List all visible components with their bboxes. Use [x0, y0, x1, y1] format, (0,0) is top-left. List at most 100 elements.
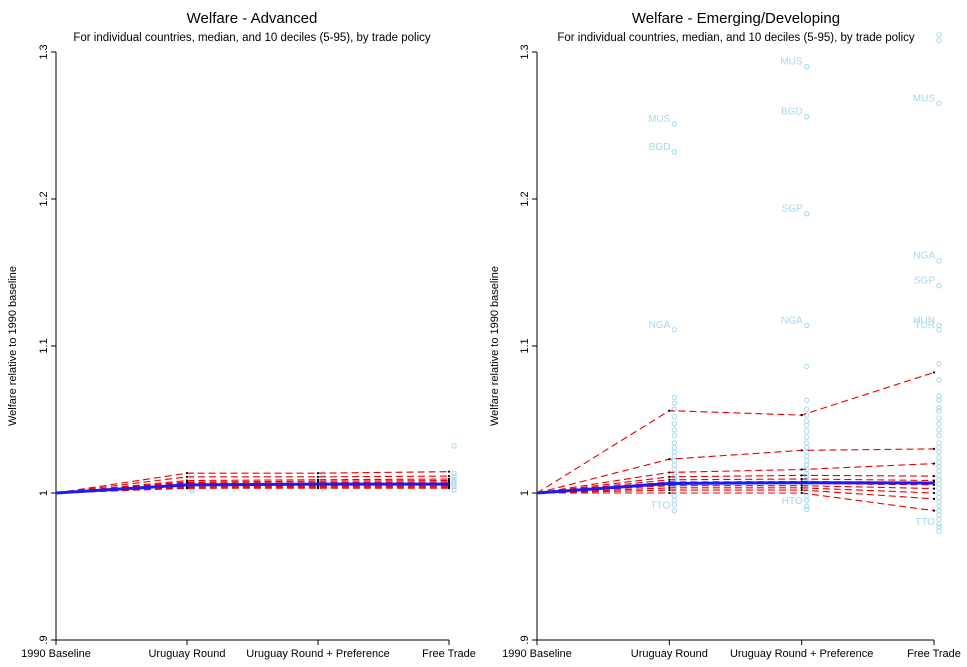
decile-point: [185, 475, 189, 478]
country-point: [936, 485, 942, 492]
decile-point: [800, 474, 803, 477]
country-point: [936, 100, 942, 107]
country-point: [936, 37, 942, 43]
country-point: [936, 516, 942, 523]
decile-point: [800, 449, 803, 452]
decile-point: [800, 413, 803, 417]
chart-title: Welfare - Emerging/Developing: [632, 10, 840, 27]
country-point: [936, 499, 942, 505]
country-point: [936, 407, 942, 414]
country-point: [936, 449, 942, 455]
country-label: HUN: [913, 315, 935, 326]
country-point: [451, 443, 457, 449]
country-point: [671, 327, 678, 333]
x-tick-label: Uruguay Round: [631, 648, 708, 660]
country-point: [936, 397, 942, 404]
country-point: [671, 471, 678, 477]
decile-point: [800, 484, 803, 487]
country-point: [451, 474, 457, 480]
country-point: [671, 453, 678, 459]
country-point: [671, 449, 678, 455]
decile-point: [316, 487, 320, 490]
median-line: [55, 482, 449, 495]
decile-line: [536, 478, 935, 494]
country-point: [936, 421, 942, 427]
country-point: [936, 459, 942, 465]
decile-line: [55, 471, 450, 494]
x-tick-label: Uruguay Round: [148, 648, 225, 660]
country-point: [936, 468, 942, 474]
country-point: [451, 470, 457, 476]
chart-subtitle: For individual countries, median, and 10…: [73, 32, 431, 44]
decile-point: [668, 478, 671, 481]
country-point: [936, 415, 942, 421]
country-label: MUS: [648, 114, 671, 125]
country-point: [671, 432, 678, 439]
decile-point: [668, 475, 671, 478]
country-point: [803, 397, 810, 404]
decile-point: [800, 488, 803, 492]
country-point: [803, 497, 810, 504]
country-point: [936, 377, 942, 383]
country-point: [803, 471, 810, 477]
country-point: [803, 363, 810, 370]
country-point: [803, 434, 810, 440]
country-point: [936, 327, 942, 333]
decile-point: [932, 479, 936, 482]
country-point: [671, 149, 678, 155]
country-point: [803, 64, 810, 70]
country-point: [671, 406, 678, 412]
country-point: [803, 406, 810, 412]
decile-point: [932, 371, 936, 374]
country-point: [936, 360, 942, 367]
country-label: SGP: [782, 204, 803, 215]
country-point: [936, 322, 942, 329]
country-point: [671, 502, 678, 508]
decile-point: [932, 462, 936, 465]
x-tick-label: Free Trade: [907, 648, 961, 660]
country-point: [803, 422, 810, 429]
country-label: TTO: [651, 501, 671, 512]
decile-point: [668, 458, 671, 461]
country-point: [936, 472, 942, 479]
decile-point: [932, 474, 936, 478]
decile-point: [932, 497, 936, 500]
country-point: [936, 477, 942, 483]
y-tick-label: 1.1: [38, 338, 50, 353]
x-tick-label: Uruguay Round + Preference: [246, 648, 389, 660]
country-point: [936, 463, 942, 470]
country-point: [803, 503, 810, 509]
y-tick-label: 1: [38, 490, 50, 496]
country-label: NGA: [649, 320, 671, 331]
country-label: NGA: [781, 315, 803, 326]
country-point: [671, 485, 678, 492]
decile-point: [316, 472, 320, 475]
chart-panel-2: Welfare - Emerging/Developing For individ…: [489, 10, 961, 660]
country-point: [451, 477, 457, 483]
country-label: SGP: [914, 276, 935, 287]
country-label: MUS: [913, 93, 936, 104]
decile-point: [316, 475, 320, 478]
decile-line: [537, 492, 935, 512]
y-axis-label: Welfare relative to 1990 baseline: [489, 266, 501, 426]
country-point: [451, 479, 457, 485]
median-line: [536, 481, 935, 495]
country-point: [451, 487, 457, 493]
country-point: [936, 444, 942, 451]
country-point: [671, 497, 678, 504]
country-point: [936, 521, 942, 527]
decile-point: [447, 487, 451, 490]
country-label: TTO: [915, 517, 935, 528]
decile-point: [932, 447, 936, 450]
decile-point: [932, 491, 936, 495]
decile-point: [800, 486, 803, 489]
country-point: [803, 418, 810, 424]
decile-line: [536, 463, 935, 494]
country-point: [671, 462, 678, 468]
country-point: [936, 393, 942, 399]
country-point: [189, 477, 195, 483]
country-point: [936, 503, 942, 509]
country-label: BGD: [649, 142, 671, 153]
